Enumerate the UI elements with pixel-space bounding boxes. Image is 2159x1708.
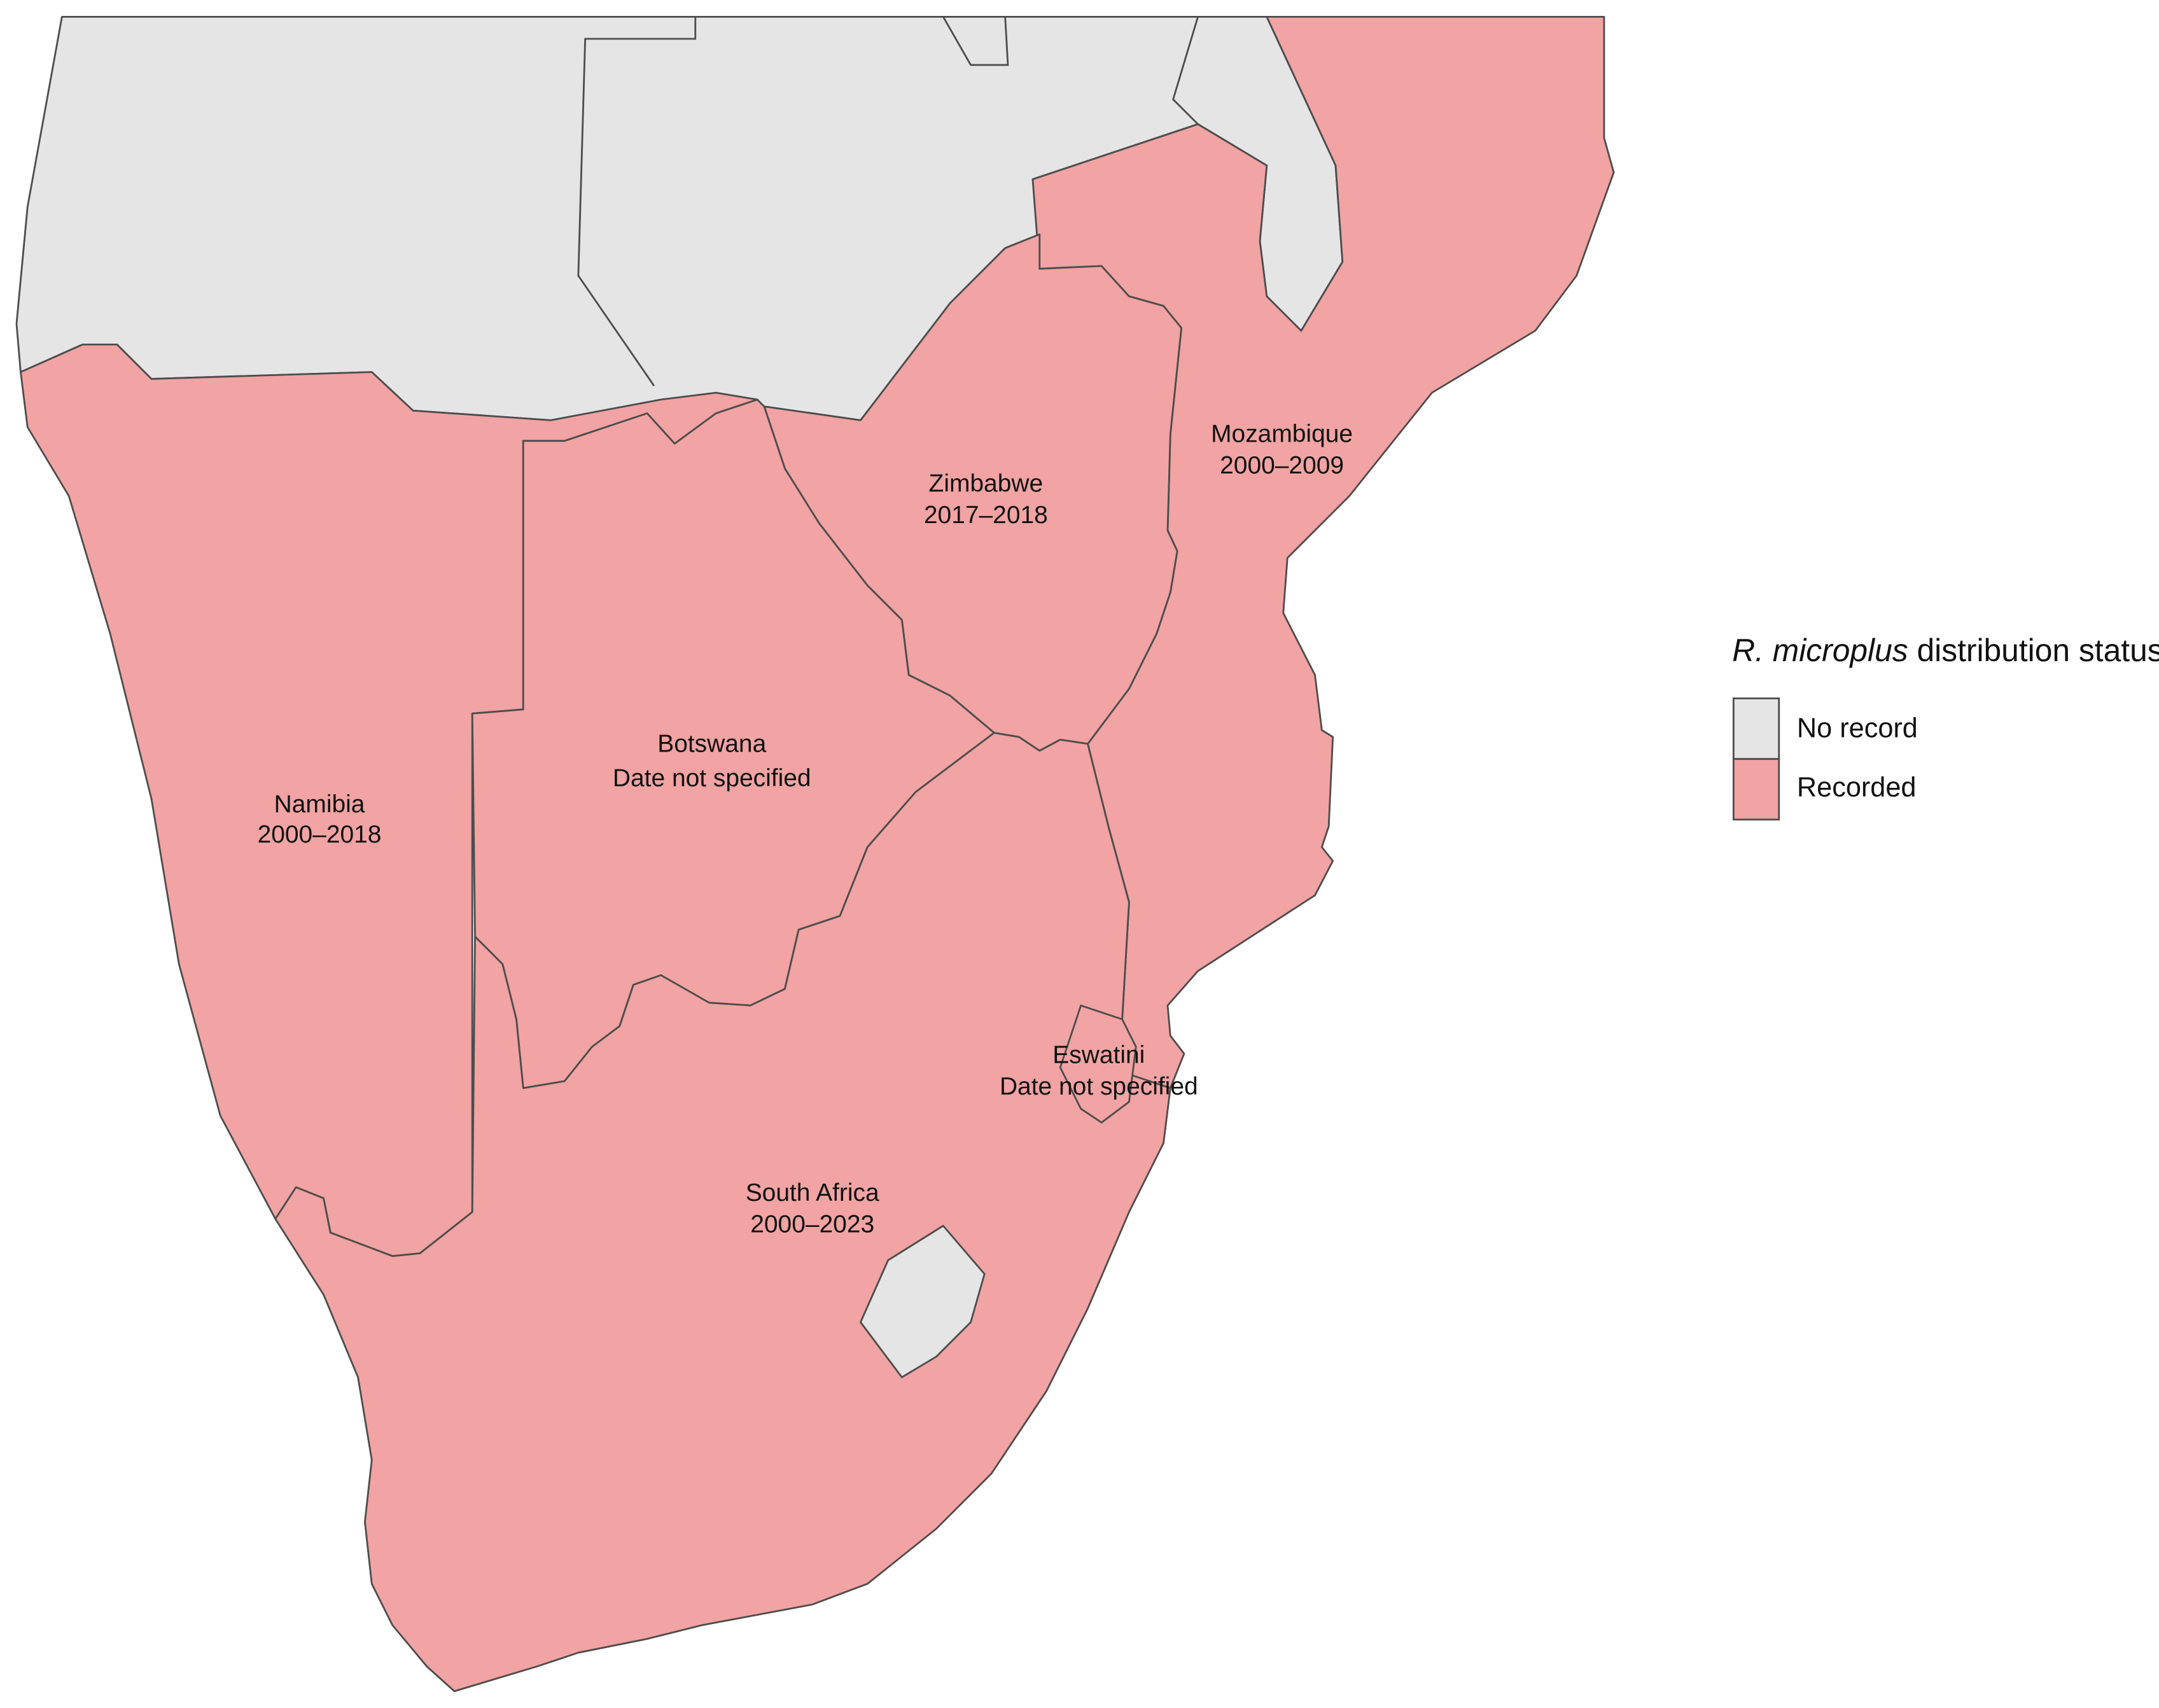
country-period: 2000–2018 bbox=[258, 821, 382, 848]
country-period: 2000–2009 bbox=[1220, 452, 1344, 479]
country-period: 2017–2018 bbox=[924, 501, 1048, 529]
country-name: Botswana bbox=[657, 730, 766, 757]
country-period: Date not specified bbox=[613, 764, 811, 792]
country-name: Zimbabwe bbox=[929, 470, 1044, 497]
legend-key bbox=[1732, 758, 1780, 821]
country-south-africa bbox=[274, 732, 1171, 1693]
country-labels: Namibia 2000–2018 Botswana Date not spec… bbox=[258, 420, 1353, 1238]
legend-key bbox=[1732, 697, 1780, 760]
country-name: Eswatini bbox=[1052, 1041, 1145, 1068]
legend: R. microplus distribution status No reco… bbox=[1732, 633, 2159, 821]
legend-title-species: R. microplus bbox=[1732, 633, 1908, 668]
country-name: Namibia bbox=[274, 791, 365, 818]
border bbox=[1172, 16, 1199, 125]
country-eswatini bbox=[1059, 1004, 1137, 1124]
countries bbox=[15, 15, 1615, 1693]
legend-label: No record bbox=[1797, 713, 1918, 744]
country-period: 2000–2023 bbox=[750, 1211, 874, 1238]
legend-title-text: distribution status bbox=[1917, 633, 2159, 668]
border bbox=[942, 16, 1009, 66]
legend-label: Recorded bbox=[1797, 773, 1917, 803]
country-name: Mozambique bbox=[1211, 420, 1353, 447]
country-name: South Africa bbox=[746, 1179, 879, 1207]
border bbox=[577, 17, 697, 387]
country-lesotho bbox=[860, 1224, 986, 1378]
country-period: Date not specified bbox=[1000, 1073, 1198, 1100]
legend-title: R. microplus distribution status bbox=[1732, 633, 2159, 668]
